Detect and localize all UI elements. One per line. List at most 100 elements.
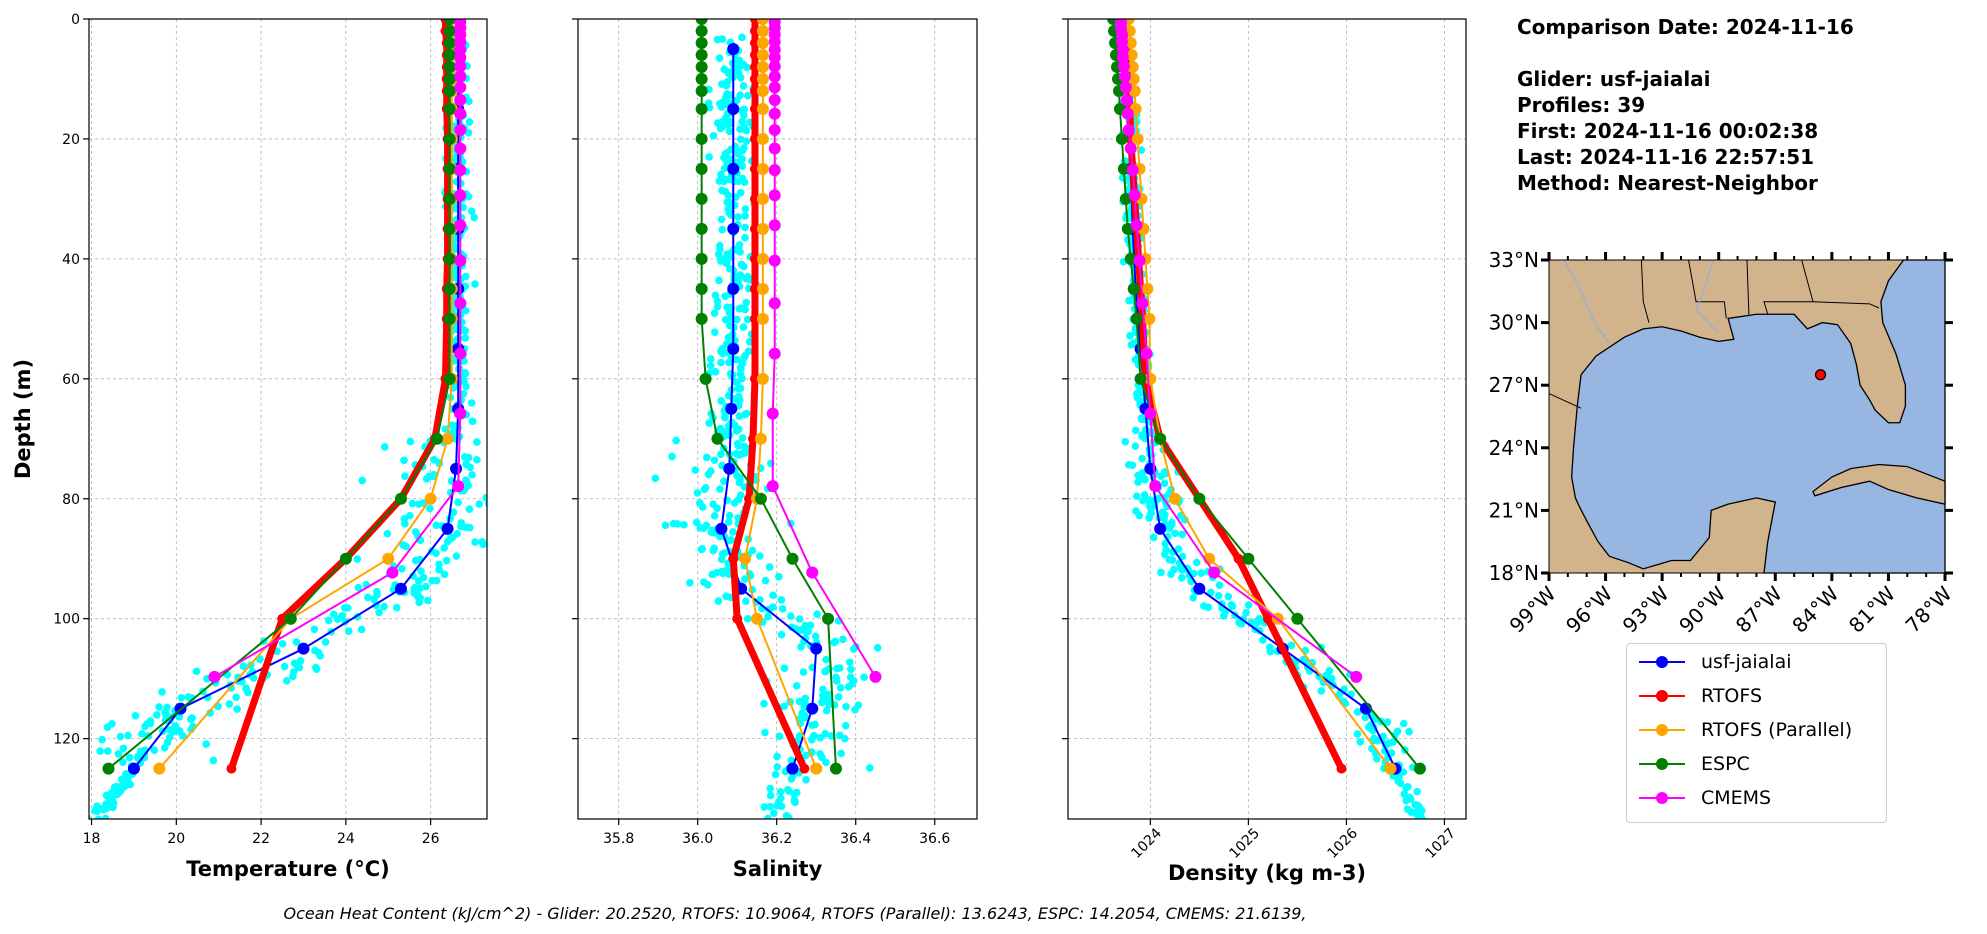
glider-scatter-point [1406,795,1415,803]
glider-scatter-point [721,152,730,161]
glider-scatter-point [101,814,110,819]
data-point [443,60,456,73]
glider-scatter-point [775,572,783,581]
data-point [443,162,456,175]
glider-scatter-point [432,521,441,530]
data-point [1130,312,1143,325]
data-point [768,60,781,73]
x-tick-label: 35.8 [603,831,634,847]
legend-item-rtofs: RTOFS [1637,681,1762,711]
map-lat-label: 21°N [1489,498,1539,522]
glider-scatter-point [329,610,338,619]
comparison-date: Comparison Date: 2024-11-16 [1517,15,1854,39]
glider-scatter-point [726,91,734,99]
data-point [756,192,769,205]
glider-scatter-point [668,452,676,461]
data-point [443,132,456,145]
glider-scatter-point [715,54,724,63]
glider-scatter-point [435,565,443,574]
data-point [728,553,739,564]
data-point [1350,670,1363,683]
glider-scatter-point [743,63,751,72]
glider-scatter-point [153,711,161,719]
glider-scatter-point [1219,612,1228,620]
data-point [1242,552,1255,565]
x-tick-label: 26 [422,831,440,847]
glider-scatter-point [1400,719,1408,728]
glider-scatter-point [414,577,423,585]
data-point [869,670,882,683]
glider-scatter-point [771,770,780,779]
glider-scatter-point [780,664,789,673]
map-lon-label: 99°W [1505,581,1561,637]
glider-scatter-point [1317,687,1326,695]
data-point [695,60,708,73]
data-point [454,189,467,202]
glider-scatter-point [776,794,785,803]
glider-scatter-point [1394,777,1402,785]
glider-scatter-point [1322,671,1331,680]
map-lat-label: 18°N [1489,561,1539,585]
glider-scatter-point [1161,539,1170,548]
glider-scatter-point [832,673,840,682]
glider-scatter-point [1364,723,1373,731]
glider-scatter-point [860,673,868,681]
glider-scatter-point [163,703,171,712]
legend-label: CMEMS [1701,787,1772,809]
glider-scatter-point [847,665,855,674]
glider-scatter-point [467,399,476,407]
glider-scatter-point [813,610,821,618]
map-river [1563,259,1610,344]
series-line-espc [1112,19,1421,770]
glider-scatter-point [1253,618,1262,627]
glider-scatter-point [845,658,854,667]
data-point [443,72,456,85]
glider-scatter-point [1147,509,1155,517]
data-point [799,763,810,774]
glider-scatter-point [730,499,739,507]
glider-scatter-point [732,355,741,364]
data-point [1119,81,1132,94]
glider-scatter-point [465,505,474,513]
glider-scatter-point [1178,565,1186,574]
map-lon-label: 87°W [1731,581,1787,637]
glider-scatter-point [1174,545,1183,553]
glider-scatter-point [239,662,248,671]
data-point [1127,282,1140,295]
data-point [768,70,781,83]
data-point [454,93,467,106]
glider-scatter-point [408,499,417,508]
glider-scatter-point [383,529,392,538]
glider-scatter-point [489,496,497,504]
data-point [754,492,767,505]
data-point [226,763,237,774]
density-panel: 1024 1025 1026 1027 Density (kg m-3) [1062,18,1467,885]
glider-scatter-point [96,747,104,755]
glider-scatter-point [704,99,713,107]
glider-scatter-point [717,555,726,564]
data-point [443,192,456,205]
glider-scatter-point [1137,146,1146,154]
glider-scatter-point [296,656,305,665]
glider-scatter-point [743,315,752,324]
glider-scatter-point [398,564,406,573]
glider-scatter-point [766,784,775,793]
glider-scatter-point [118,775,126,784]
glider-scatter-point [98,735,106,744]
glider-scatter-point [743,272,752,281]
glider-scatter-point [726,321,734,330]
data-point [756,372,769,385]
series-line-rtofs [228,19,452,770]
glider-scatter-point [1370,734,1378,743]
glider-scatter-point [710,511,719,520]
glider-scatter-point [440,570,449,579]
glider-scatter-point [790,790,799,798]
glider-scatter-point [717,170,725,179]
glider-scatter-point [460,326,468,335]
y-tick-label: 0 [71,12,80,28]
glider-scatter-point [705,153,713,161]
glider-scatter-point [475,500,483,508]
data-point [443,312,456,325]
glider-scatter-point [720,549,729,557]
glider-scatter-point [736,73,745,82]
